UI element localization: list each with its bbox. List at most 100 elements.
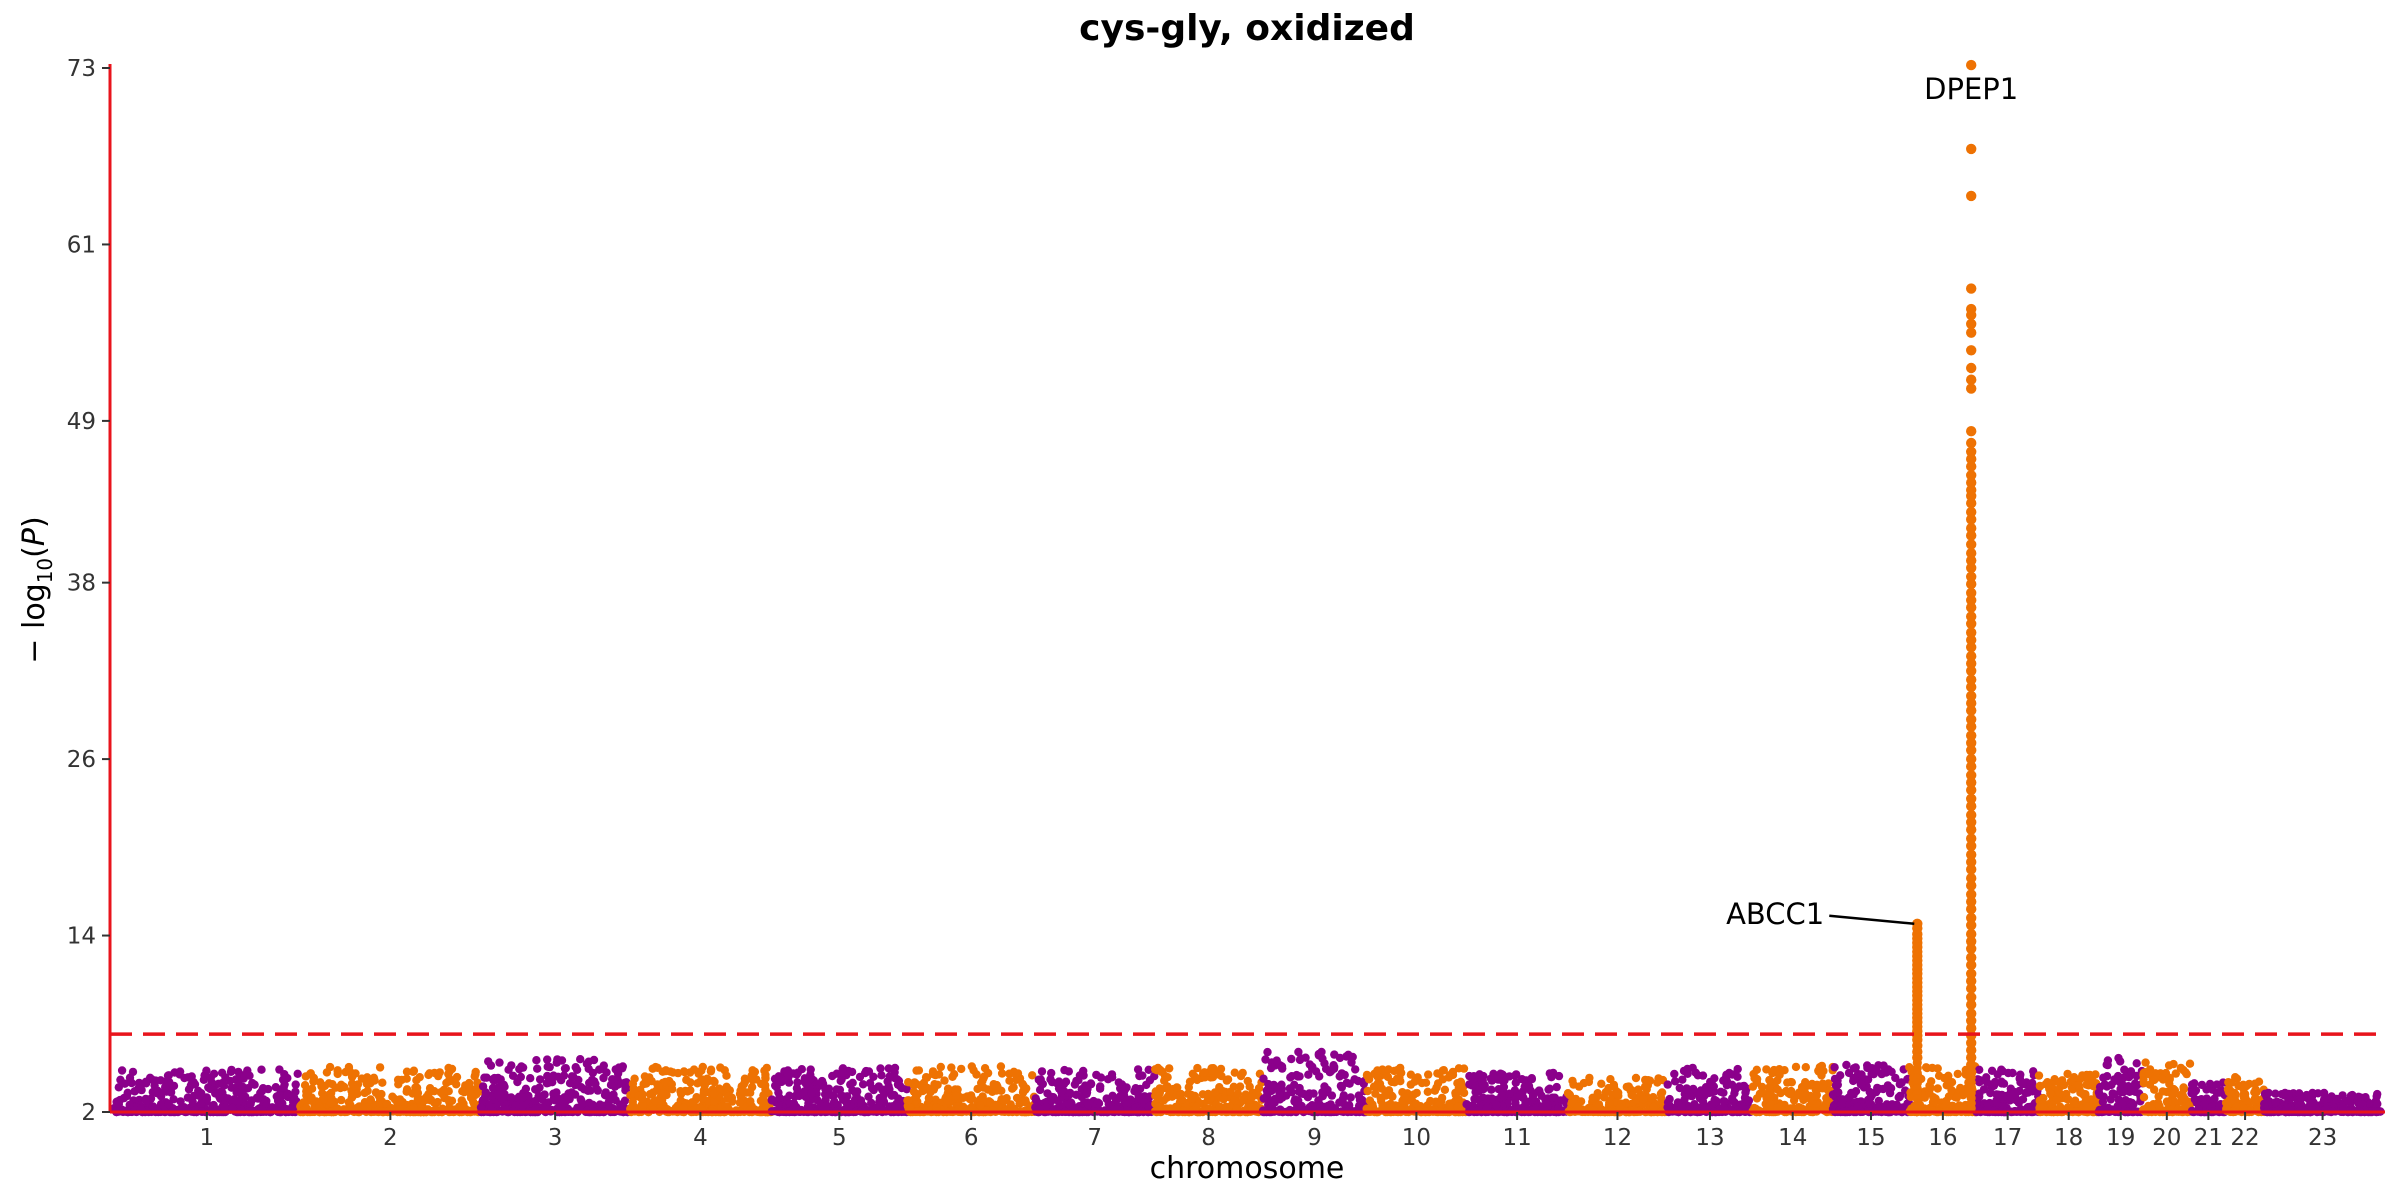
chr-8-point <box>1229 1082 1239 1092</box>
chr-7-point <box>1047 1068 1056 1078</box>
chr-4-point <box>683 1087 692 1096</box>
chr-8-point <box>1163 1073 1172 1082</box>
chr-18-point <box>2055 1089 2064 1098</box>
chr-17-point <box>1998 1092 2008 1101</box>
chr-3-point <box>580 1085 589 1094</box>
chr-11-point <box>1505 1089 1514 1098</box>
chr-5-point <box>807 1089 816 1098</box>
chr-1-point <box>209 1069 219 1079</box>
chr-3-point <box>526 1074 535 1083</box>
chr-6-point <box>949 1070 959 1079</box>
chr-9-point <box>1340 1070 1349 1080</box>
chr-5-point <box>785 1091 794 1100</box>
chr-5-point <box>848 1078 857 1088</box>
chr-7-point <box>1046 1092 1056 1102</box>
chr-20-point <box>2179 1083 2188 1092</box>
chr-18-point <box>2064 1095 2073 1104</box>
chr-7-point <box>1083 1100 1093 1109</box>
chr-2-point <box>444 1096 453 1105</box>
chr-1-point <box>221 1073 230 1082</box>
chr-15-point <box>1828 1090 1838 1099</box>
chr-5-point <box>801 1079 810 1088</box>
chr-3-point <box>490 1073 499 1083</box>
chr-6-point <box>953 1085 962 1094</box>
chr-1-point <box>125 1100 134 1110</box>
chr-7-point <box>1131 1084 1140 1093</box>
chr-9-point <box>1317 1047 1326 1057</box>
chr-2-point <box>307 1093 316 1102</box>
chr-11-point <box>1474 1086 1484 1096</box>
chr-6-point <box>1010 1069 1020 1078</box>
chr-4-point <box>638 1094 647 1104</box>
chr-5-point <box>832 1085 841 1094</box>
chr-1-point <box>156 1076 165 1085</box>
chr-4-point <box>651 1062 660 1072</box>
chr-15-point <box>1891 1073 1900 1083</box>
chr-17-point <box>1981 1076 1990 1085</box>
chr-10-point <box>1384 1065 1393 1074</box>
chr-19-point <box>2126 1067 2136 1076</box>
chr-20-point <box>2181 1068 2190 1077</box>
chr-20-point <box>2165 1073 2174 1083</box>
chr-2-point <box>322 1068 332 1077</box>
chr-7-point <box>1120 1085 1130 1094</box>
chr-9-point <box>1326 1100 1335 1109</box>
chr-9-point <box>1336 1081 1346 1091</box>
chr-4-point <box>699 1089 708 1098</box>
chr-6-point <box>940 1076 949 1085</box>
chr-20-point <box>2170 1089 2179 1098</box>
chr-3-point <box>495 1058 504 1067</box>
chr-3-point <box>559 1071 569 1080</box>
chr-14-point <box>1801 1078 1810 1087</box>
chr-1-point <box>188 1097 197 1107</box>
chr-18-point <box>2034 1071 2044 1080</box>
chr-14-point <box>1769 1065 1779 1075</box>
chr-8-point <box>1151 1065 1160 1074</box>
chr-22-point <box>2223 1085 2233 1094</box>
chr-11-point <box>1512 1070 1521 1079</box>
chr-2-point <box>464 1080 474 1090</box>
chr-10-point <box>1411 1099 1421 1109</box>
chr-1-point <box>275 1065 284 1074</box>
chr-2-point <box>439 1086 448 1095</box>
chr-6-point <box>918 1086 927 1096</box>
chr-3-point <box>518 1101 527 1110</box>
chr-10-point <box>1426 1096 1435 1106</box>
chr-9-point <box>1320 1102 1329 1112</box>
chr-20-point <box>2185 1059 2195 1068</box>
chr-2-point <box>372 1088 381 1098</box>
chr-6-point <box>951 1091 960 1101</box>
chr-3-point <box>532 1056 541 1065</box>
chr-18-point <box>2038 1102 2048 1112</box>
chr-10-point <box>1362 1071 1372 1080</box>
chr-18-point <box>2046 1089 2055 1098</box>
chr-16-point <box>1958 1102 1967 1112</box>
chr-5-point <box>795 1091 804 1101</box>
chr-7-point <box>1064 1067 1074 1076</box>
chr-2-point <box>366 1095 375 1104</box>
chr-2-point <box>408 1067 418 1077</box>
chr-3-point <box>521 1084 531 1094</box>
chr-8-point <box>1254 1084 1264 1093</box>
chr-14-point <box>1791 1062 1801 1072</box>
chr-1-point <box>117 1066 127 1075</box>
chr-4-point <box>699 1075 708 1084</box>
chr-12-point <box>1648 1094 1657 1103</box>
chr-19-point <box>2102 1060 2111 1069</box>
chr-11-point <box>1492 1100 1501 1110</box>
chr-1-point <box>196 1099 205 1109</box>
chr-6-point <box>943 1096 952 1105</box>
chr-15-point <box>1830 1063 1839 1072</box>
chr-3-point <box>602 1091 611 1100</box>
chr-7-point <box>1104 1099 1114 1109</box>
chr-22-point <box>2239 1093 2248 1102</box>
chr-12-point <box>1624 1082 1634 1091</box>
chr-7-point <box>1037 1067 1047 1076</box>
chr-3-point <box>543 1071 552 1081</box>
chr-14-point <box>1765 1075 1774 1085</box>
chr-3-point <box>567 1088 576 1098</box>
chr-21-point <box>2212 1080 2222 1089</box>
chr-3-point <box>545 1062 554 1072</box>
chr-3-point <box>608 1091 617 1100</box>
